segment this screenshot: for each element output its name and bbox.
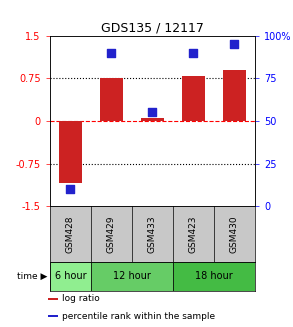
Text: GSM423: GSM423 bbox=[189, 215, 198, 252]
Text: 6 hour: 6 hour bbox=[54, 271, 86, 281]
Bar bbox=[182, 76, 205, 121]
Text: log ratio: log ratio bbox=[62, 294, 100, 303]
Title: GDS135 / 12117: GDS135 / 12117 bbox=[101, 22, 204, 35]
Point bbox=[109, 50, 114, 56]
Bar bbox=[100, 78, 123, 121]
Bar bbox=[50, 262, 91, 291]
Text: 18 hour: 18 hour bbox=[195, 271, 233, 281]
Point bbox=[68, 186, 73, 192]
Point bbox=[150, 110, 155, 115]
Text: 12 hour: 12 hour bbox=[113, 271, 151, 281]
Text: GSM433: GSM433 bbox=[148, 215, 157, 253]
Text: percentile rank within the sample: percentile rank within the sample bbox=[62, 312, 215, 321]
Text: GSM428: GSM428 bbox=[66, 215, 75, 252]
Point bbox=[232, 42, 237, 47]
Bar bbox=[48, 298, 57, 300]
Bar bbox=[91, 262, 173, 291]
Bar bbox=[223, 70, 246, 121]
Bar bbox=[59, 121, 81, 183]
Point bbox=[191, 50, 196, 56]
Text: GSM429: GSM429 bbox=[107, 215, 116, 252]
Text: time ▶: time ▶ bbox=[16, 272, 47, 281]
Bar bbox=[48, 315, 57, 317]
Text: GSM430: GSM430 bbox=[230, 215, 239, 253]
Bar bbox=[141, 118, 163, 121]
Bar bbox=[173, 262, 255, 291]
